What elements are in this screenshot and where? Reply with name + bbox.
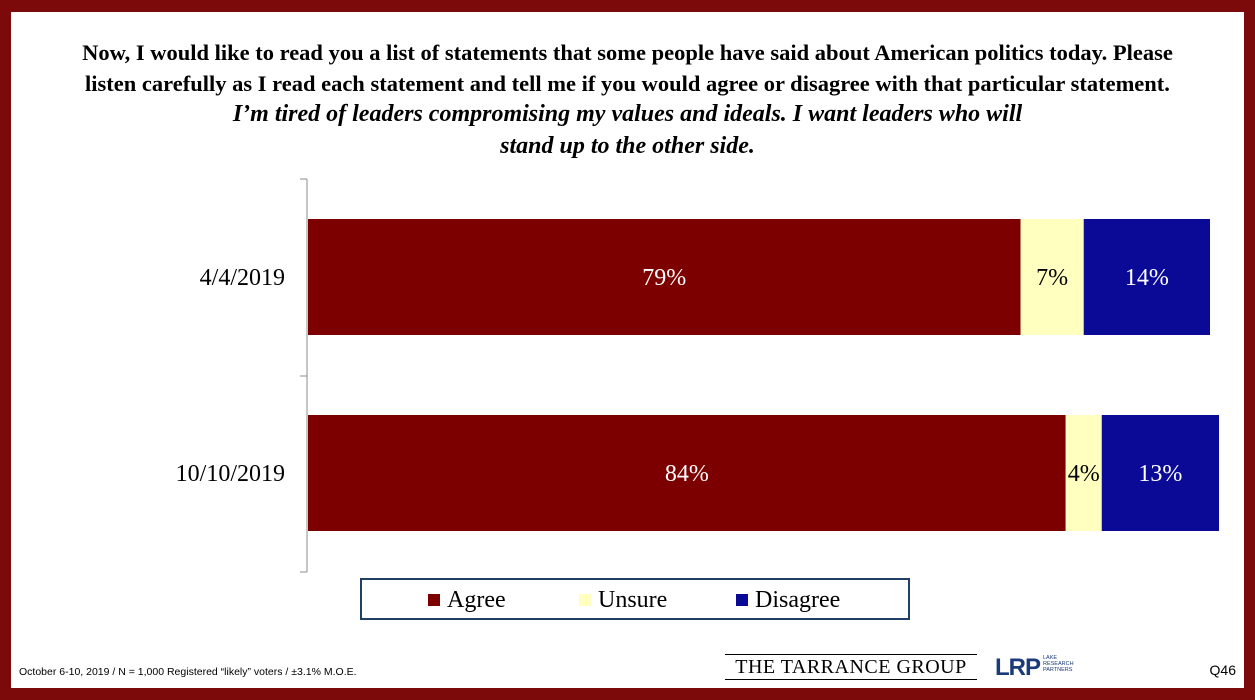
stacked-bar-chart: 4/4/2019 79% 7% 14% 10/10/2019 84% 4% 13% — [176, 178, 1220, 573]
title-line-2: listen carefully as I read each statemen… — [85, 71, 1170, 96]
legend-item-agree: Agree — [428, 587, 506, 613]
category-label: 10/10/2019 — [176, 461, 285, 487]
data-label-agree: 84% — [665, 461, 709, 487]
category-label: 4/4/2019 — [200, 265, 285, 291]
lrp-mark: LRP — [995, 654, 1041, 681]
title-line-4: stand up to the other side. — [500, 133, 755, 159]
legend-item-disagree: Disagree — [736, 587, 840, 613]
tarrance-group-logo: THE TARRANCE GROUP — [725, 654, 977, 680]
category-axis — [300, 178, 308, 573]
question-id: Q46 — [1209, 662, 1236, 678]
data-label-disagree: 13% — [1138, 461, 1182, 487]
legend-label-disagree: Disagree — [755, 587, 841, 613]
legend: Agree Unsure Disagree — [360, 578, 910, 620]
title-line-1: Now, I would like to read you a list of … — [82, 40, 1173, 65]
data-label-unsure: 7% — [1036, 265, 1068, 291]
bar-segment-disagree — [1101, 415, 1220, 531]
bar-segment-agree — [308, 219, 1021, 335]
lrp-subtitle: LAKE RESEARCH PARTNERS — [1043, 655, 1074, 673]
data-label-unsure: 4% — [1068, 461, 1100, 487]
bar-segment-agree — [308, 415, 1066, 531]
data-label-disagree: 14% — [1125, 265, 1169, 291]
legend-swatch-disagree — [736, 594, 748, 606]
legend-item-unsure: Unsure — [579, 587, 667, 613]
lrp-logo: LRP LAKE RESEARCH PARTNERS — [995, 654, 1075, 684]
title-line-3: I’m tired of leaders compromising my val… — [232, 101, 1023, 127]
data-label-agree: 79% — [642, 265, 686, 291]
slide: Now, I would like to read you a list of … — [11, 12, 1244, 688]
legend-label-agree: Agree — [447, 587, 506, 613]
bars: 4/4/2019 79% 7% 14% 10/10/2019 84% 4% 13% — [176, 219, 1220, 531]
legend-swatch-agree — [428, 594, 440, 606]
footnote: October 6-10, 2019 / N = 1,000 Registere… — [19, 666, 357, 678]
legend-swatch-unsure — [579, 594, 591, 606]
legend-label-unsure: Unsure — [598, 587, 668, 613]
bar-segment-unsure — [1020, 219, 1084, 335]
bar-segment-unsure — [1065, 415, 1102, 531]
bar-segment-disagree — [1083, 219, 1210, 335]
